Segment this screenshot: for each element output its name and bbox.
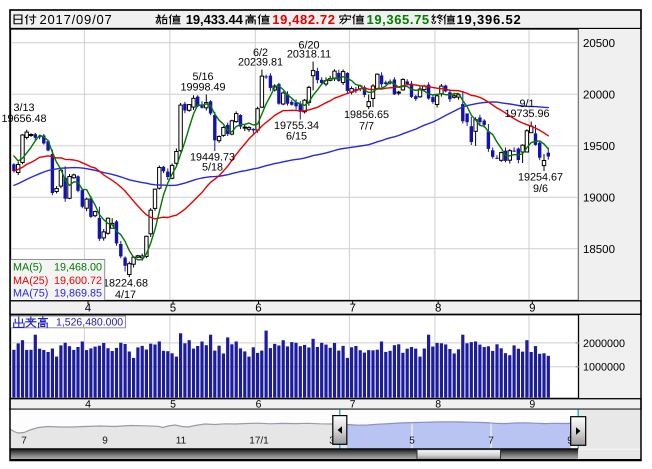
svg-text:19656.48: 19656.48 [1, 113, 46, 125]
svg-text:18224.68: 18224.68 [103, 278, 148, 290]
svg-text:19254.67: 19254.67 [518, 172, 563, 184]
svg-text:4: 4 [85, 398, 91, 410]
svg-text:18500: 18500 [583, 244, 615, 256]
svg-text:19,600.72: 19,600.72 [54, 275, 102, 287]
svg-text:3/13: 3/13 [13, 102, 34, 114]
svg-text:4/17: 4/17 [115, 289, 136, 301]
svg-text:9: 9 [529, 398, 535, 410]
svg-text:7: 7 [488, 436, 494, 447]
svg-text:1000000: 1000000 [583, 362, 625, 374]
svg-text:8: 8 [435, 302, 441, 314]
svg-text:6: 6 [256, 398, 262, 410]
svg-text:9: 9 [102, 436, 108, 447]
svg-text:5/16: 5/16 [192, 71, 213, 83]
svg-text:5/18: 5/18 [202, 162, 223, 174]
svg-text:5: 5 [409, 436, 415, 447]
svg-text:MA(75): MA(75) [13, 287, 48, 299]
svg-text:6/2: 6/2 [253, 47, 268, 59]
svg-text:20500: 20500 [583, 38, 615, 50]
svg-text:19,468.00: 19,468.00 [54, 262, 102, 274]
svg-text:MA(5): MA(5) [13, 262, 42, 274]
svg-text:4: 4 [85, 302, 92, 314]
svg-text:1,526,480.000: 1,526,480.000 [56, 317, 123, 329]
svg-text:19735.96: 19735.96 [504, 108, 549, 120]
svg-text:8: 8 [435, 398, 441, 410]
svg-text:7/7: 7/7 [359, 121, 374, 133]
svg-text:7: 7 [350, 398, 356, 410]
svg-text:19000: 19000 [583, 193, 615, 205]
svg-text:9: 9 [529, 302, 535, 314]
svg-text:2000000: 2000000 [583, 338, 625, 350]
svg-text:6/20: 6/20 [298, 39, 319, 51]
svg-text:19,482.72: 19,482.72 [272, 12, 335, 27]
svg-text:20000: 20000 [583, 90, 615, 102]
svg-text:2017/09/07: 2017/09/07 [40, 12, 113, 27]
svg-text:11: 11 [176, 436, 187, 447]
svg-text:19998.49: 19998.49 [180, 81, 225, 93]
svg-text:5: 5 [170, 398, 176, 410]
svg-text:9/1: 9/1 [519, 98, 534, 110]
svg-text:5: 5 [170, 302, 176, 314]
svg-text:17/1: 17/1 [249, 436, 269, 447]
svg-text:19,869.85: 19,869.85 [54, 287, 102, 299]
svg-text:6/15: 6/15 [286, 131, 307, 143]
svg-text:7: 7 [349, 302, 355, 314]
svg-text:20318.11: 20318.11 [287, 49, 331, 61]
svg-text:19856.65: 19856.65 [344, 109, 389, 121]
svg-text:7: 7 [21, 436, 27, 447]
svg-text:19449.73: 19449.73 [190, 151, 235, 163]
svg-text:19,433.44: 19,433.44 [186, 12, 244, 27]
svg-text:9/6: 9/6 [533, 183, 548, 195]
svg-text:MA(25): MA(25) [13, 275, 48, 287]
svg-text:19,396.52: 19,396.52 [457, 12, 522, 27]
svg-text:20239.81: 20239.81 [238, 57, 283, 69]
svg-text:19500: 19500 [583, 141, 615, 153]
svg-text:19755.34: 19755.34 [274, 120, 319, 132]
svg-text:19,365.75: 19,365.75 [367, 12, 430, 27]
svg-text:6: 6 [255, 302, 261, 314]
